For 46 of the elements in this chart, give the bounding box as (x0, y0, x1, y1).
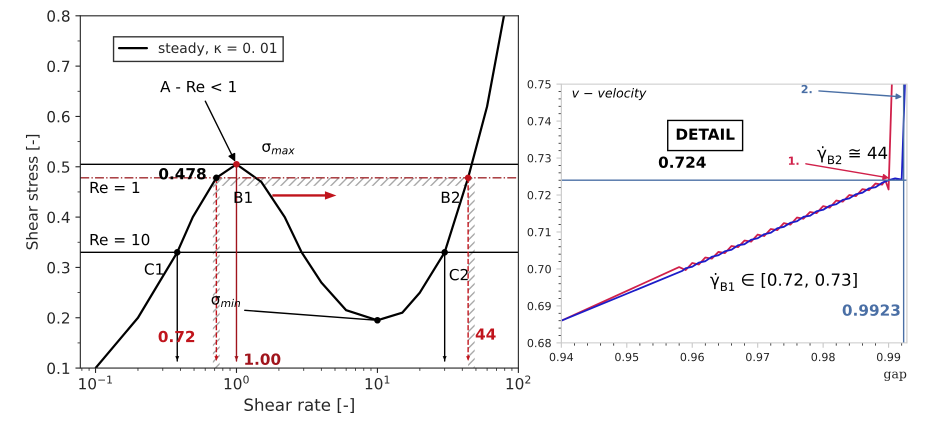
y-tick-label: 0.72 (528, 190, 550, 200)
x-tick-label: 10$^{−1}$ (79, 376, 112, 390)
y-tick-label: 0.3 (47, 262, 70, 274)
annotation: 0.478 (159, 168, 206, 180)
legend-label: steady, κ = 0. 01 (158, 42, 276, 56)
x-tick-label: 10$^{1}$ (366, 376, 390, 390)
y-tick-label: 0.5 (47, 161, 70, 173)
annotation: C2 (450, 268, 468, 280)
annotation: 2. (802, 84, 812, 94)
y-tick-label: 0.73 (528, 154, 551, 162)
annotation: v − velocity (572, 88, 647, 100)
y-tick-label: 0.68 (528, 338, 551, 348)
y-tick-label: 0.1 (47, 362, 70, 374)
x-tick-label: 0.97 (746, 352, 770, 362)
annotation: Re = 10 (90, 234, 150, 246)
y-tick-label: 0.71 (528, 228, 551, 236)
y-tick-label: 0.70 (528, 264, 551, 274)
annotation: DETAIL (676, 128, 735, 140)
annotation: Re = 1 (90, 182, 140, 194)
y-tick-label: 0.8 (47, 10, 70, 22)
annotation: B2 (442, 192, 460, 203)
annotation: σ$_{max}$ (262, 143, 295, 154)
x-tick-label: 0.98 (812, 352, 835, 362)
ref-line-label: 0.724 (658, 156, 706, 168)
y-tick-label: 0.69 (528, 302, 551, 310)
ref-line-label: 1.00 (245, 353, 280, 365)
y-tick-label: 0.6 (47, 110, 70, 122)
ref-line-label: 0.9923 (842, 304, 900, 316)
x-tick-label: 0.96 (680, 352, 704, 362)
annotation: C1 (144, 263, 163, 275)
y-tick-label: 0.7 (47, 60, 70, 72)
y-tick-label: 0.75 (528, 80, 551, 88)
x-tick-label: 10$^{2}$ (506, 376, 530, 390)
ref-line-label: 44 (476, 328, 496, 340)
x-tick-label: 0.94 (550, 352, 574, 362)
y-axis-title: Shear stress [-] (26, 134, 40, 250)
annotation: 1. (788, 156, 799, 165)
x-tick-label: 0.95 (615, 352, 638, 362)
x-tick-label: 10$^{0}$ (224, 376, 249, 390)
y-tick-label: 0.4 (47, 212, 70, 224)
y-tick-label: 0.74 (528, 117, 551, 126)
x-axis-title: Shear rate [-] (244, 398, 354, 413)
y-tick-label: 0.2 (47, 312, 70, 324)
x-tick-label: 0.99 (876, 352, 900, 362)
x-axis-title: gap (884, 372, 906, 382)
annotation: A - Re < 1 (160, 80, 236, 92)
